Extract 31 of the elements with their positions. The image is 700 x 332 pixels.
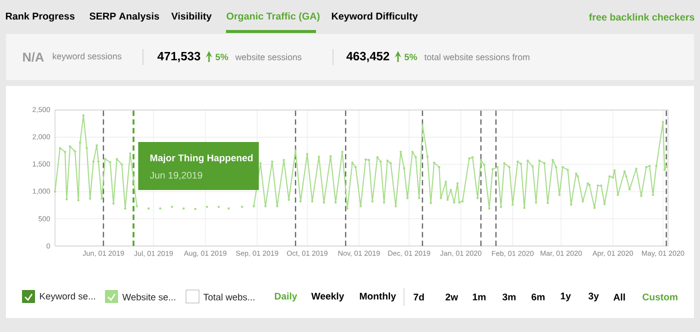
text: SERP Analysis [90, 12, 160, 22]
text: N/A [23, 52, 44, 62]
text: Organic Traffic (GA) [226, 12, 320, 22]
text: 1y [560, 292, 571, 302]
text: total website sessions from [424, 54, 530, 60]
text: 5% [404, 54, 418, 60]
text: 463,452 [346, 52, 390, 62]
text: Rank Progress [6, 12, 75, 22]
text: Monthly [360, 292, 396, 302]
text: 2w [446, 294, 458, 300]
text: All [613, 294, 625, 300]
ref-line-label: Major Thing Happened [150, 154, 253, 164]
text: 3m [502, 294, 516, 300]
text: 3y [588, 292, 599, 302]
text: 5% [216, 54, 228, 60]
text: Daily [274, 292, 298, 302]
text: 7d [414, 293, 424, 300]
text: free backlink checkers [589, 13, 694, 21]
text: Keyword se... [40, 292, 95, 302]
text: Visibility [171, 12, 212, 22]
text: 1m [472, 294, 486, 300]
text: Custom [642, 294, 678, 300]
text: Total webs... [203, 294, 254, 300]
text: Keyword Difficulty [332, 12, 418, 22]
annotation: Jun 19,2019 [150, 172, 202, 180]
text: 471,533 [157, 52, 200, 62]
text: keyword sessions [52, 52, 122, 62]
text: Weekly [311, 292, 344, 302]
legend-label: Website se... [122, 294, 176, 300]
text: 6m [532, 294, 545, 300]
text: website sessions [235, 54, 302, 60]
